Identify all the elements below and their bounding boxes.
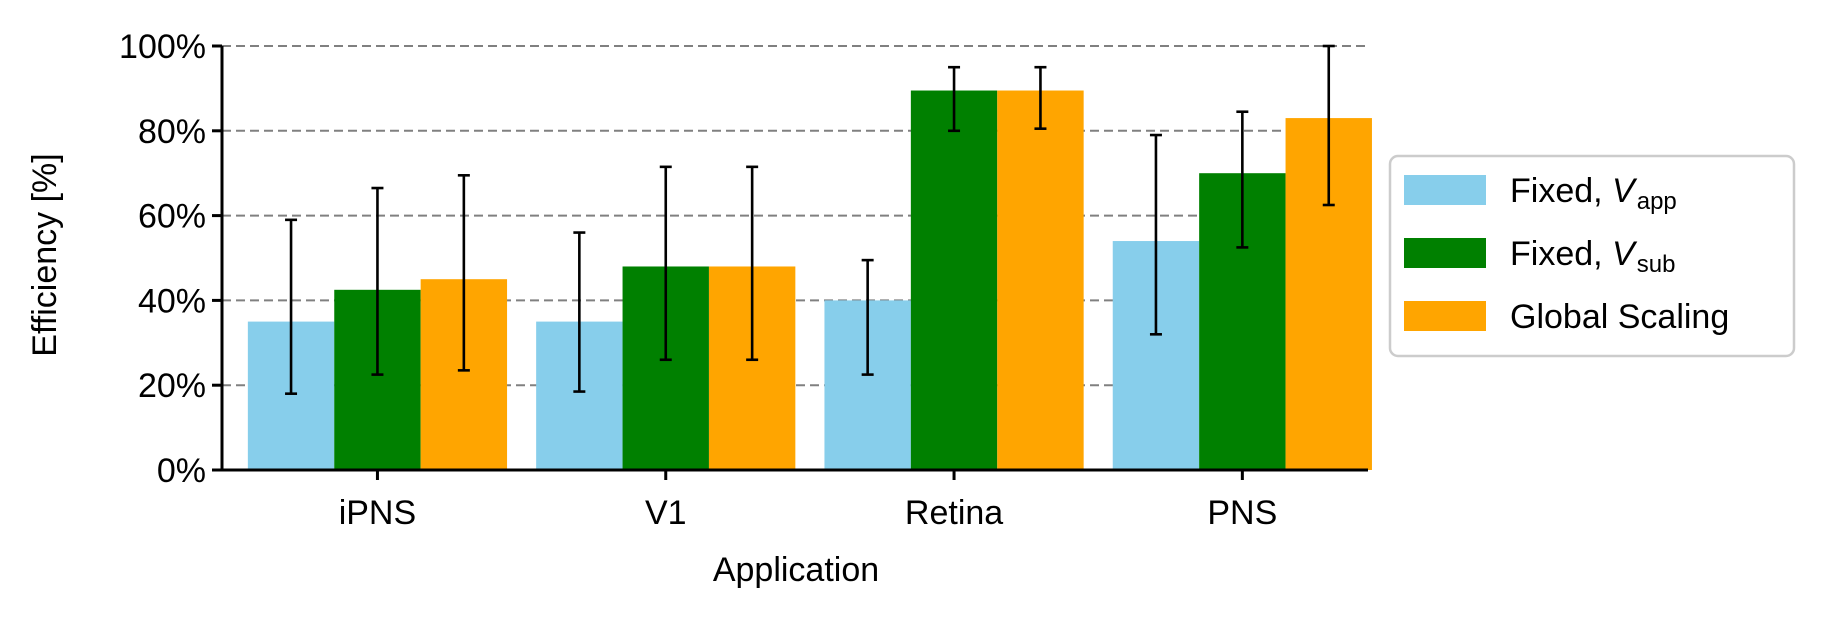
x-tick-label: Retina (905, 494, 1003, 532)
error-bar-ipns-series-1 (285, 218, 298, 395)
error-bars (285, 44, 1335, 395)
x-tick-label: PNS (1207, 494, 1277, 532)
tick-labels: 0% 20% 40% 60% 80% 100% iPNS V1 Retina PNS (119, 28, 1277, 532)
error-bar-pns-series-2 (1236, 110, 1249, 249)
bar-retina-series-2 (910, 90, 998, 471)
legend-item-1: Fixed, Vapp (1404, 172, 1677, 215)
y-tick-label: 20% (138, 367, 206, 405)
bars (247, 90, 1372, 471)
axes (212, 44, 1368, 480)
legend-item-2: Fixed, Vsub (1404, 235, 1675, 278)
legend-label: Fixed, Vsub (1510, 235, 1675, 278)
legend-swatch (1404, 175, 1486, 205)
legend-label: Fixed, Vapp (1510, 172, 1677, 215)
y-tick-label: 100% (119, 28, 206, 66)
legend: Fixed, Vapp Fixed, Vsub Global Scaling (1388, 154, 1796, 358)
error-bar-v1-series-3 (746, 165, 759, 362)
x-tick-label: V1 (645, 494, 687, 532)
y-axis-title: Efficiency [%] (26, 153, 64, 356)
y-tick-label: 40% (138, 282, 206, 320)
error-bar-v1-series-2 (659, 165, 672, 362)
x-axis-title: Application (713, 551, 879, 589)
error-bar-retina-series-3 (1034, 65, 1047, 130)
bar-retina-series-3 (997, 90, 1084, 471)
error-bar-retina-series-2 (948, 65, 961, 133)
legend-frame (1388, 154, 1796, 358)
y-tick-label: 60% (138, 198, 206, 236)
y-tick-label: 80% (138, 113, 206, 151)
error-bar-retina-series-1 (861, 258, 874, 376)
error-bar-ipns-series-2 (371, 186, 384, 376)
x-tick-label: iPNS (339, 494, 416, 532)
legend-item-3: Global Scaling (1404, 298, 1729, 336)
y-tick-label: 0% (157, 452, 206, 490)
error-bar-ipns-series-3 (457, 174, 470, 372)
error-bar-pns-series-1 (1149, 133, 1162, 336)
legend-swatch (1404, 238, 1486, 268)
legend-label: Global Scaling (1510, 298, 1729, 336)
legend-swatch (1404, 301, 1486, 331)
error-bar-v1-series-1 (573, 231, 586, 393)
error-bar-pns-series-3 (1322, 44, 1335, 207)
